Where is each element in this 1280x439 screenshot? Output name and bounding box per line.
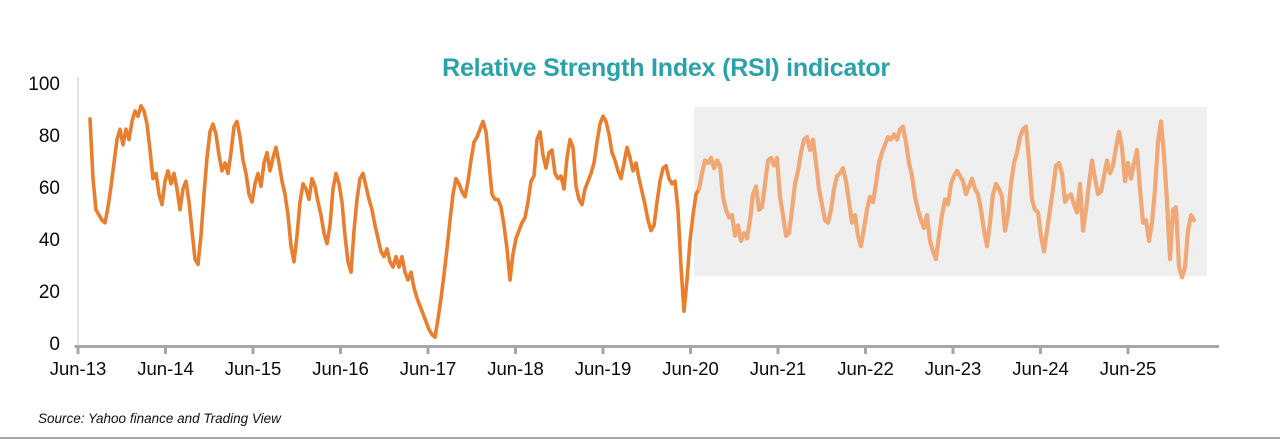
x-tick-label: Jun-21: [749, 358, 807, 379]
y-tick-label: 100: [28, 74, 60, 95]
rsi-line-in-highlight: [696, 119, 1197, 280]
x-tick-label: Jun-24: [1012, 358, 1069, 379]
y-tick-label: 60: [38, 178, 60, 199]
chart-title: Relative Strength Index (RSI) indicator: [442, 54, 890, 82]
x-tick-label: Jun-20: [662, 358, 719, 379]
x-tick-label: Jun-23: [924, 358, 982, 379]
x-tick-label: Jun-15: [224, 358, 282, 379]
y-tick-label: 40: [38, 230, 60, 251]
x-tick-label: Jun-18: [487, 358, 544, 379]
x-tick-label: Jun-22: [837, 358, 894, 379]
source-note: Source: Yahoo finance and Trading View: [38, 411, 281, 426]
y-tick-label: 0: [49, 334, 60, 355]
rsi-line-pre-highlight: [88, 104, 701, 340]
x-tick-label: Jun-25: [1099, 358, 1157, 379]
y-tick-label: 80: [38, 126, 60, 147]
x-tick-label: Jun-16: [312, 358, 369, 379]
x-tick-label: Jun-14: [137, 358, 194, 379]
x-tick-label: Jun-13: [49, 358, 107, 379]
x-tick-label: Jun-17: [399, 358, 457, 379]
x-tick-label: Jun-19: [574, 358, 632, 379]
y-tick-label: 20: [38, 282, 60, 303]
bottom-divider: [0, 437, 1280, 439]
